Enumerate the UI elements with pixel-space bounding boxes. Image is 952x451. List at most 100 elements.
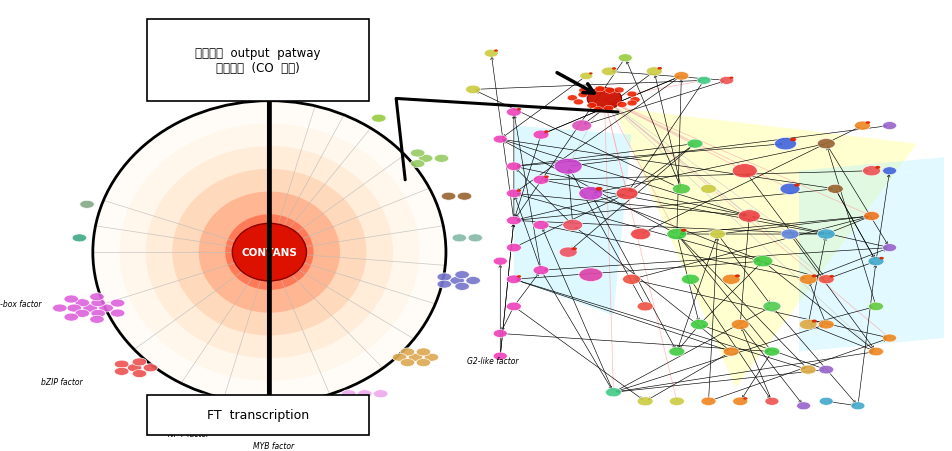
- Ellipse shape: [146, 147, 392, 358]
- Polygon shape: [798, 158, 942, 352]
- Ellipse shape: [793, 184, 799, 187]
- Text: MYB factor: MYB factor: [253, 441, 294, 450]
- Ellipse shape: [110, 309, 125, 318]
- Ellipse shape: [668, 347, 684, 356]
- Ellipse shape: [75, 299, 89, 307]
- Ellipse shape: [645, 68, 662, 77]
- Ellipse shape: [516, 276, 521, 278]
- Ellipse shape: [588, 73, 592, 75]
- Ellipse shape: [506, 244, 521, 252]
- Ellipse shape: [817, 139, 834, 149]
- Text: NF-Y factor: NF-Y factor: [169, 428, 209, 437]
- Ellipse shape: [690, 320, 707, 330]
- Ellipse shape: [262, 412, 276, 420]
- Ellipse shape: [90, 310, 106, 318]
- Polygon shape: [613, 108, 916, 388]
- Ellipse shape: [601, 68, 616, 76]
- Ellipse shape: [437, 281, 451, 289]
- Ellipse shape: [578, 187, 602, 201]
- Ellipse shape: [700, 185, 716, 194]
- Ellipse shape: [863, 212, 879, 221]
- Ellipse shape: [269, 406, 285, 414]
- Ellipse shape: [371, 115, 386, 123]
- Ellipse shape: [114, 368, 129, 376]
- Ellipse shape: [231, 412, 246, 420]
- Ellipse shape: [586, 88, 621, 110]
- Ellipse shape: [615, 188, 637, 200]
- Ellipse shape: [132, 358, 147, 366]
- Text: FT  transcription: FT transcription: [207, 409, 308, 421]
- Ellipse shape: [92, 101, 446, 404]
- Ellipse shape: [457, 193, 471, 201]
- Ellipse shape: [248, 235, 290, 271]
- Ellipse shape: [89, 293, 104, 301]
- Ellipse shape: [559, 248, 577, 258]
- Ellipse shape: [544, 131, 548, 133]
- Ellipse shape: [578, 92, 587, 98]
- Ellipse shape: [110, 299, 125, 307]
- Ellipse shape: [454, 283, 468, 291]
- Ellipse shape: [578, 268, 602, 282]
- Ellipse shape: [64, 313, 78, 322]
- Ellipse shape: [178, 404, 192, 411]
- Ellipse shape: [738, 210, 760, 223]
- Ellipse shape: [493, 51, 498, 53]
- Ellipse shape: [506, 303, 521, 311]
- Ellipse shape: [862, 166, 880, 176]
- Ellipse shape: [723, 347, 739, 356]
- Ellipse shape: [80, 201, 94, 209]
- Ellipse shape: [611, 68, 616, 70]
- Ellipse shape: [172, 170, 367, 336]
- Ellipse shape: [416, 359, 430, 367]
- Ellipse shape: [595, 188, 602, 191]
- Ellipse shape: [626, 101, 636, 107]
- Ellipse shape: [90, 299, 106, 307]
- Ellipse shape: [864, 122, 869, 124]
- Ellipse shape: [451, 235, 466, 242]
- Ellipse shape: [99, 304, 113, 313]
- Ellipse shape: [637, 302, 652, 311]
- Ellipse shape: [696, 77, 710, 85]
- Ellipse shape: [493, 330, 506, 338]
- Ellipse shape: [72, 235, 87, 242]
- Ellipse shape: [780, 184, 799, 195]
- Ellipse shape: [728, 78, 733, 80]
- Ellipse shape: [666, 229, 686, 240]
- Ellipse shape: [673, 73, 688, 81]
- Ellipse shape: [506, 217, 521, 225]
- Ellipse shape: [195, 394, 209, 402]
- Ellipse shape: [278, 412, 292, 420]
- Ellipse shape: [506, 276, 521, 284]
- Ellipse shape: [262, 85, 276, 93]
- Ellipse shape: [731, 164, 757, 179]
- Ellipse shape: [586, 103, 596, 109]
- Ellipse shape: [357, 390, 371, 398]
- Ellipse shape: [796, 402, 810, 410]
- Ellipse shape: [67, 304, 82, 313]
- Ellipse shape: [734, 275, 739, 278]
- Ellipse shape: [441, 193, 455, 201]
- Ellipse shape: [532, 221, 548, 230]
- Ellipse shape: [52, 304, 67, 313]
- Ellipse shape: [686, 140, 703, 149]
- Ellipse shape: [579, 73, 592, 80]
- Ellipse shape: [327, 91, 342, 99]
- Ellipse shape: [811, 320, 816, 323]
- FancyBboxPatch shape: [147, 20, 368, 101]
- Polygon shape: [513, 126, 631, 316]
- Ellipse shape: [232, 224, 307, 281]
- Ellipse shape: [594, 87, 605, 92]
- Ellipse shape: [732, 397, 747, 405]
- Ellipse shape: [882, 334, 896, 342]
- Ellipse shape: [341, 390, 356, 398]
- Ellipse shape: [493, 352, 506, 360]
- Ellipse shape: [867, 303, 883, 311]
- Ellipse shape: [407, 354, 423, 361]
- Ellipse shape: [657, 68, 662, 70]
- Ellipse shape: [178, 396, 192, 404]
- Ellipse shape: [630, 229, 650, 240]
- Ellipse shape: [493, 136, 506, 144]
- Ellipse shape: [373, 390, 387, 398]
- Ellipse shape: [571, 121, 591, 132]
- Ellipse shape: [424, 354, 438, 361]
